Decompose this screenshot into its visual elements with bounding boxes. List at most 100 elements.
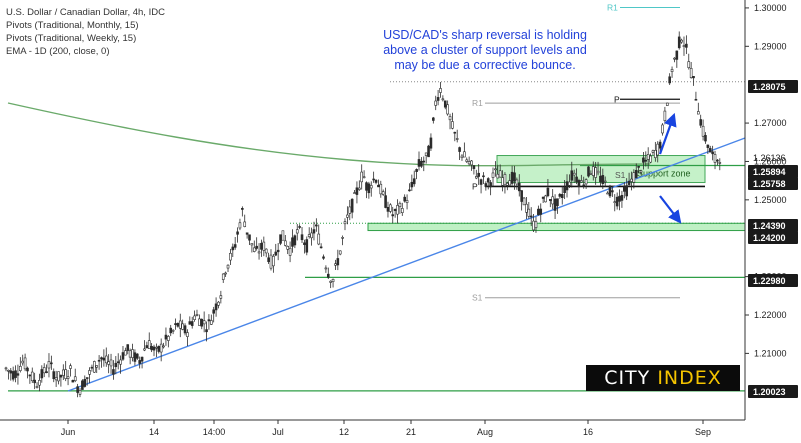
candle-body xyxy=(563,187,566,193)
candle-body xyxy=(362,176,366,179)
candle-body xyxy=(143,348,146,351)
candle-body xyxy=(398,202,402,207)
candle-body xyxy=(658,141,662,149)
candle-body xyxy=(651,150,655,153)
candle-body xyxy=(16,373,20,376)
x-tick-label: Sep xyxy=(695,427,711,437)
candle-body xyxy=(529,215,533,218)
candle-body xyxy=(241,208,244,210)
candle-body xyxy=(157,345,161,352)
candle-body xyxy=(534,221,538,228)
candle-body xyxy=(26,367,29,372)
candle-body xyxy=(45,371,48,373)
candle-body xyxy=(575,176,578,183)
candle-body xyxy=(646,154,650,160)
candle-body xyxy=(219,295,223,299)
candle-body xyxy=(577,180,581,188)
candle-body xyxy=(697,111,700,115)
pivot-label-weekly-r1: R1 xyxy=(472,98,483,108)
candle-body xyxy=(83,379,87,387)
candle-body xyxy=(482,175,485,178)
candle-body xyxy=(164,334,168,340)
candle-body xyxy=(589,173,593,175)
candle-body xyxy=(556,198,559,206)
candle-body xyxy=(138,360,141,364)
candle-body xyxy=(446,104,449,115)
candle-body xyxy=(565,181,569,191)
candle-body xyxy=(260,242,263,250)
candle-body xyxy=(467,161,471,165)
candle-body xyxy=(9,370,13,374)
price-tag-bg xyxy=(748,80,798,93)
candle-body xyxy=(176,322,180,327)
candle-body xyxy=(680,39,683,43)
pivot-label-monthly-pivot: P xyxy=(472,181,478,191)
candle-body xyxy=(537,208,540,216)
candle-body xyxy=(257,251,261,254)
candle-body xyxy=(400,208,404,213)
candle-body xyxy=(477,172,480,177)
candle-body xyxy=(202,320,206,325)
candle-body xyxy=(298,226,301,228)
candle-body xyxy=(713,154,717,163)
candle-body xyxy=(463,151,466,158)
candle-body xyxy=(293,235,297,246)
candle-body xyxy=(637,166,640,168)
candle-body xyxy=(639,170,643,173)
candle-body xyxy=(183,325,187,334)
candle-body xyxy=(169,327,173,334)
candle-body xyxy=(159,343,163,353)
candle-body xyxy=(312,229,316,234)
candle-body xyxy=(243,221,247,227)
candle-body xyxy=(393,209,397,212)
candle-body xyxy=(224,272,227,275)
candle-body xyxy=(23,357,27,370)
candle-body xyxy=(145,345,149,349)
x-tick-label: Aug xyxy=(477,427,493,437)
candle-body xyxy=(601,175,605,184)
candle-body xyxy=(389,204,392,212)
candle-body xyxy=(417,159,421,167)
candle-body xyxy=(665,102,669,106)
candle-body xyxy=(214,303,218,311)
candle-body xyxy=(429,137,433,149)
candle-body xyxy=(369,185,373,189)
candle-body xyxy=(236,231,239,235)
candle-body xyxy=(21,360,25,364)
candle-body xyxy=(491,172,495,178)
candle-body xyxy=(527,208,531,217)
x-tick-label: 21 xyxy=(406,427,416,437)
candle-body xyxy=(443,100,447,108)
candle-body xyxy=(405,200,409,203)
candle-body xyxy=(699,119,703,126)
candle-body xyxy=(93,361,96,373)
candle-body xyxy=(424,152,428,156)
candle-body xyxy=(503,174,507,186)
candle-body xyxy=(97,359,101,362)
candle-body xyxy=(167,336,170,341)
candle-body xyxy=(226,264,230,269)
candle-body xyxy=(40,369,44,379)
candle-body xyxy=(245,232,249,235)
candle-body xyxy=(603,180,607,183)
candle-body xyxy=(188,321,192,325)
candle-body xyxy=(14,370,17,378)
candle-body xyxy=(38,380,41,386)
candle-body xyxy=(319,246,323,249)
candle-body xyxy=(642,157,645,163)
candle-body xyxy=(436,97,440,101)
candle-body xyxy=(212,309,215,314)
candle-body xyxy=(210,320,213,325)
candle-body xyxy=(677,36,681,49)
candle-body xyxy=(510,171,514,184)
candle-body xyxy=(104,355,108,364)
candle-body xyxy=(718,162,722,164)
price-tag-bg xyxy=(748,231,798,244)
candle-body xyxy=(494,168,497,171)
legend-ema: EMA - 1D (200, close, 0) xyxy=(6,46,110,57)
candle-body xyxy=(415,169,418,172)
candle-body xyxy=(238,222,242,229)
candle-body xyxy=(133,352,137,362)
candle-body xyxy=(54,377,58,381)
logo-word-city: CITY xyxy=(604,367,651,389)
